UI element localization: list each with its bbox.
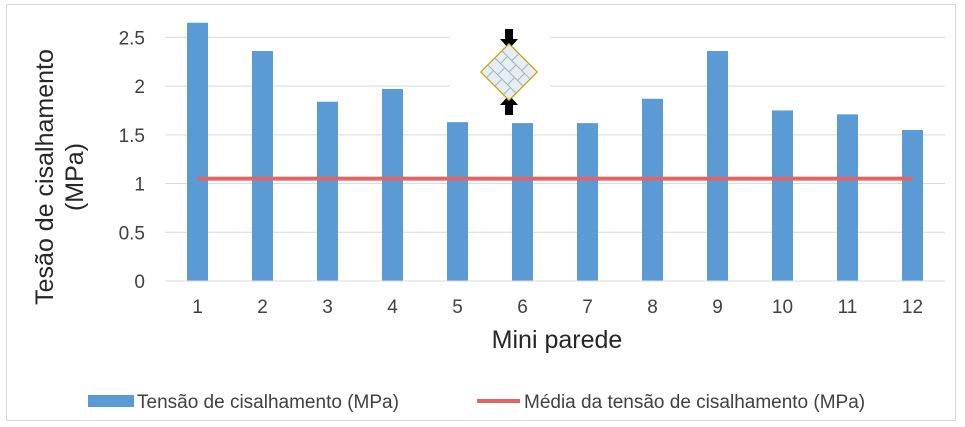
legend-label-bar: Tensão de cisalhamento (MPa) xyxy=(137,392,399,413)
bar xyxy=(837,114,858,282)
y-tick-label: 2 xyxy=(134,77,145,98)
y-axis-title: Tesão de cisalhamento xyxy=(31,49,59,305)
y-axis-ticks: 0 0.5 1 1.5 2 2.5 xyxy=(119,28,145,293)
x-tick-label: 8 xyxy=(647,297,658,318)
bar xyxy=(512,123,533,282)
x-tick-label: 6 xyxy=(517,297,528,318)
legend-swatch-bar xyxy=(88,395,134,407)
bar xyxy=(447,122,468,281)
bar xyxy=(577,123,598,282)
x-tick-label: 4 xyxy=(387,297,398,318)
x-tick-label: 5 xyxy=(452,297,463,318)
x-tick-label: 1 xyxy=(192,297,203,318)
y-tick-label: 1 xyxy=(134,175,145,196)
bar xyxy=(902,129,923,281)
y-tick-label: 0.5 xyxy=(119,223,145,244)
wall-shear-test-icon xyxy=(450,15,550,117)
legend: Tensão de cisalhamento (MPa) Média da te… xyxy=(88,392,865,413)
y-tick-label: 0 xyxy=(134,272,145,293)
bar xyxy=(642,98,663,281)
y-axis-title-unit: (MPa) xyxy=(61,143,89,211)
x-tick-label: 10 xyxy=(772,297,793,318)
legend-label-line: Média da tensão de cisalhamento (MPa) xyxy=(524,392,865,413)
bar xyxy=(707,51,728,282)
x-tick-label: 7 xyxy=(582,297,593,318)
x-tick-label: 3 xyxy=(322,297,333,318)
x-tick-label: 11 xyxy=(838,297,858,318)
x-tick-label: 12 xyxy=(902,297,923,318)
y-tick-label: 2.5 xyxy=(119,28,145,49)
x-tick-label: 2 xyxy=(257,297,268,318)
x-axis-ticks: 1 2 3 4 5 6 7 8 9 10 11 12 xyxy=(192,297,923,318)
chart-frame: 0 0.5 1 1.5 2 2.5 1 2 3 4 5 6 7 8 9 10 11 12 xyxy=(6,4,956,421)
x-axis-title: Mini parede xyxy=(492,326,623,354)
chart: 00.511.522.5 1 2 3 4 5 6 7 8 9 10 11 12 xyxy=(31,15,945,413)
y-tick-label: 1.5 xyxy=(119,126,145,147)
bar xyxy=(187,22,208,282)
grid-lines xyxy=(165,36,945,233)
bar-series xyxy=(187,22,923,282)
bar xyxy=(772,110,793,281)
bar xyxy=(317,101,338,281)
bar xyxy=(382,89,403,281)
x-tick-label: 9 xyxy=(712,297,723,318)
bar xyxy=(252,51,273,282)
